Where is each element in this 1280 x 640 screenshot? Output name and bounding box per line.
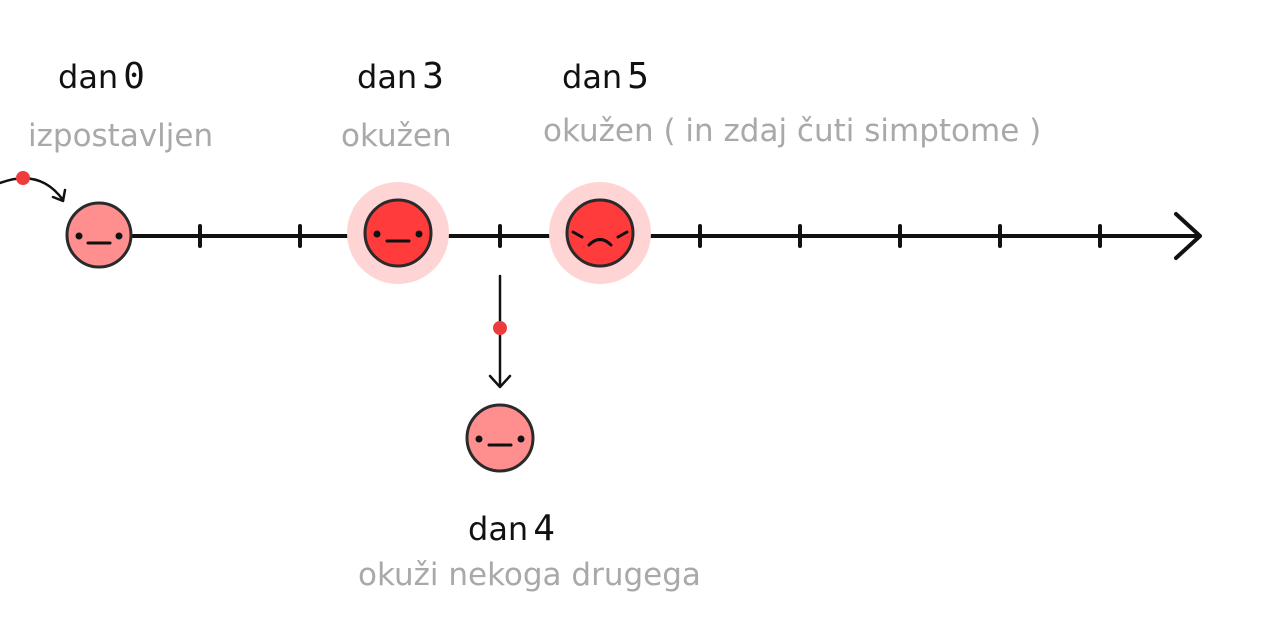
neutral-face-icon — [65, 201, 133, 269]
event-description-infected: okužen — [341, 118, 452, 154]
infected-face-icon — [347, 182, 449, 284]
exposure-dot — [16, 171, 30, 185]
day-word: dan — [468, 510, 529, 548]
event-description-transmits: okuži nekoga drugega — [358, 557, 701, 593]
day-number: 4 — [533, 508, 555, 549]
day-number: 3 — [422, 56, 444, 97]
transmission-dot — [493, 321, 507, 335]
neutral-face-icon — [465, 403, 535, 473]
timeline-arrowhead — [1174, 212, 1202, 260]
day-number: 5 — [627, 56, 649, 97]
day-label-0: dan 0 — [58, 56, 145, 97]
day-word: dan — [562, 58, 623, 96]
timeline-ticks — [198, 224, 1102, 248]
day-label-3: dan 3 — [357, 56, 444, 97]
day-word: dan — [58, 58, 119, 96]
day-label-5: dan 5 — [562, 56, 649, 97]
transmission-arrowhead — [488, 374, 512, 389]
event-description-exposed: izpostavljen — [28, 118, 214, 154]
sad-face-icon — [549, 182, 651, 284]
exposure-arrow — [0, 176, 65, 202]
event-description-symptoms: okužen ( in zdaj čuti simptome ) — [543, 113, 1042, 149]
exposure-arrowhead — [51, 188, 67, 203]
day-word: dan — [357, 58, 418, 96]
day-label-4: dan 4 — [468, 508, 555, 549]
day-number: 0 — [123, 56, 145, 97]
